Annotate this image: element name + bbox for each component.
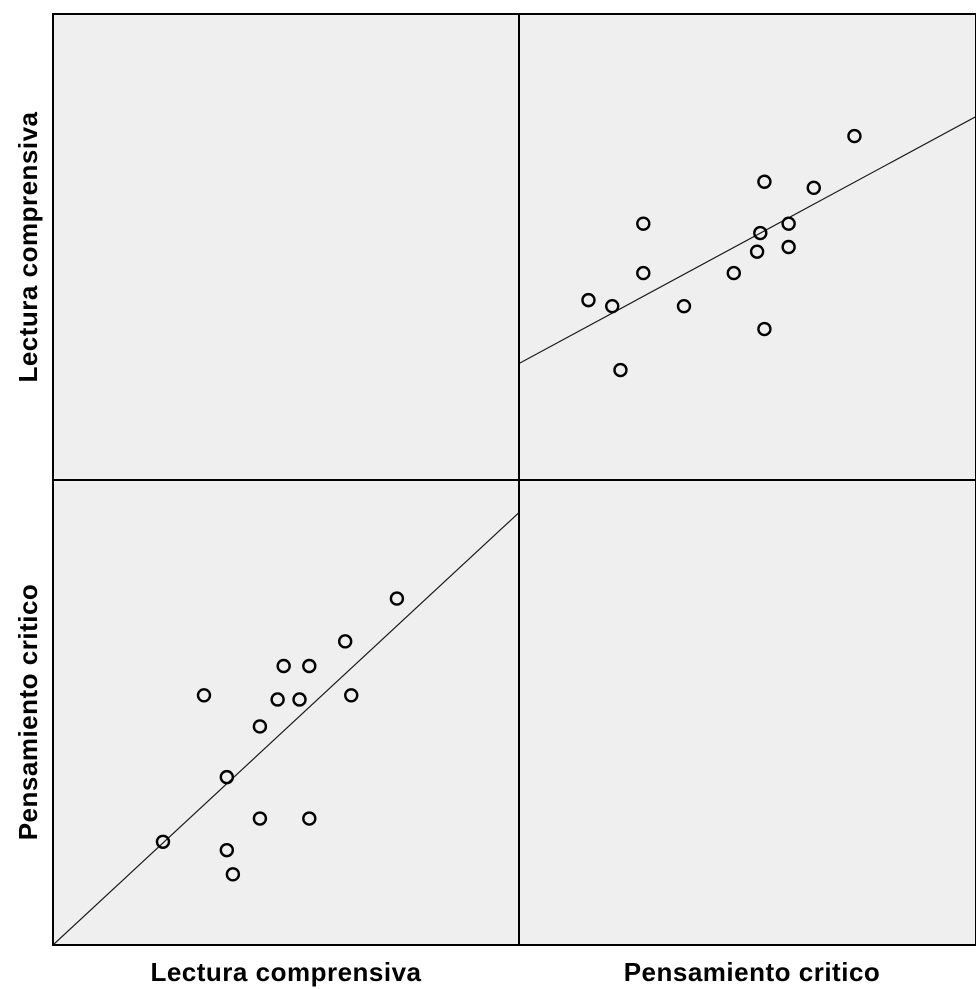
data-point [337, 634, 353, 649]
data-point [302, 658, 317, 674]
data-point [581, 292, 596, 308]
x-label-right: Pensamiento critico [624, 957, 881, 987]
data-point [781, 216, 796, 231]
data-point [676, 298, 692, 314]
data-point [155, 834, 171, 849]
data-point [753, 225, 768, 241]
data-point [225, 867, 241, 882]
data-point [292, 692, 307, 707]
data-point [636, 265, 651, 281]
data-point [613, 362, 628, 378]
panel-lower-left-marks [53, 512, 519, 945]
data-point [276, 658, 291, 674]
data-point [781, 239, 796, 255]
data-point [219, 769, 235, 785]
data-point [252, 719, 268, 734]
data-point [757, 174, 772, 189]
data-layer [53, 115, 976, 945]
panel-bottom-right [519, 480, 976, 945]
data-point [726, 265, 741, 281]
data-point [806, 180, 821, 196]
data-point [389, 591, 405, 606]
data-point [252, 811, 268, 826]
panel-bottom-left [53, 480, 519, 945]
data-point [605, 298, 620, 314]
data-point [302, 811, 317, 826]
panel-top-left [53, 14, 519, 480]
data-point [636, 216, 651, 231]
data-point [344, 688, 359, 703]
y-label-top: Lectura comprensiva [13, 111, 43, 382]
fit-line [53, 512, 519, 945]
panel-upper-right-marks [519, 115, 976, 378]
y-label-bottom: Pensamiento critico [13, 584, 43, 841]
fit-line [519, 115, 976, 365]
data-point [749, 244, 765, 259]
panel-top-right [519, 14, 976, 480]
data-point [196, 688, 212, 703]
x-label-left: Lectura comprensiva [150, 957, 421, 987]
data-point [757, 321, 772, 337]
data-point [219, 842, 235, 858]
data-point [270, 692, 285, 707]
data-point [847, 128, 862, 144]
